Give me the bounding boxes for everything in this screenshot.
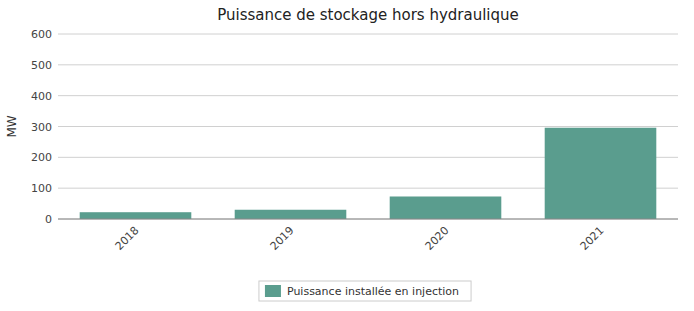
x-tick-label: 2020 bbox=[423, 224, 452, 253]
grid bbox=[58, 34, 678, 219]
y-tick-label: 500 bbox=[31, 59, 52, 72]
y-tick-label: 400 bbox=[31, 90, 52, 103]
bars bbox=[80, 128, 657, 219]
bar bbox=[545, 128, 657, 219]
y-tick-label: 100 bbox=[31, 182, 52, 195]
y-axis-label: MW bbox=[5, 115, 19, 137]
legend: Puissance installée en injection bbox=[259, 281, 471, 301]
grid-line bbox=[58, 34, 678, 35]
x-axis-line bbox=[58, 218, 678, 219]
chart-svg: Puissance de stockage hors hydraulique MW… bbox=[0, 0, 694, 311]
grid-line bbox=[58, 64, 678, 65]
grid-line bbox=[58, 219, 678, 220]
x-tick-label: 2019 bbox=[268, 224, 297, 253]
title: Puissance de stockage hors hydraulique bbox=[217, 6, 519, 24]
grid-line bbox=[58, 126, 678, 127]
bar bbox=[235, 210, 347, 219]
x-tick-label: 2021 bbox=[578, 224, 607, 253]
y-tick-label: 600 bbox=[31, 28, 52, 41]
bar bbox=[390, 196, 502, 219]
legend-swatch bbox=[265, 285, 281, 297]
grid-line bbox=[58, 95, 678, 96]
y-tick-label: 0 bbox=[45, 213, 52, 226]
legend-label: Puissance installée en injection bbox=[287, 285, 459, 298]
bar bbox=[80, 212, 192, 219]
legend-frame bbox=[259, 281, 471, 301]
x-tick-label: 2018 bbox=[113, 224, 142, 253]
y-tick-label: 200 bbox=[31, 151, 52, 164]
chart-root: Puissance de stockage hors hydraulique MW… bbox=[0, 0, 694, 311]
y-tick-label: 300 bbox=[31, 121, 52, 134]
